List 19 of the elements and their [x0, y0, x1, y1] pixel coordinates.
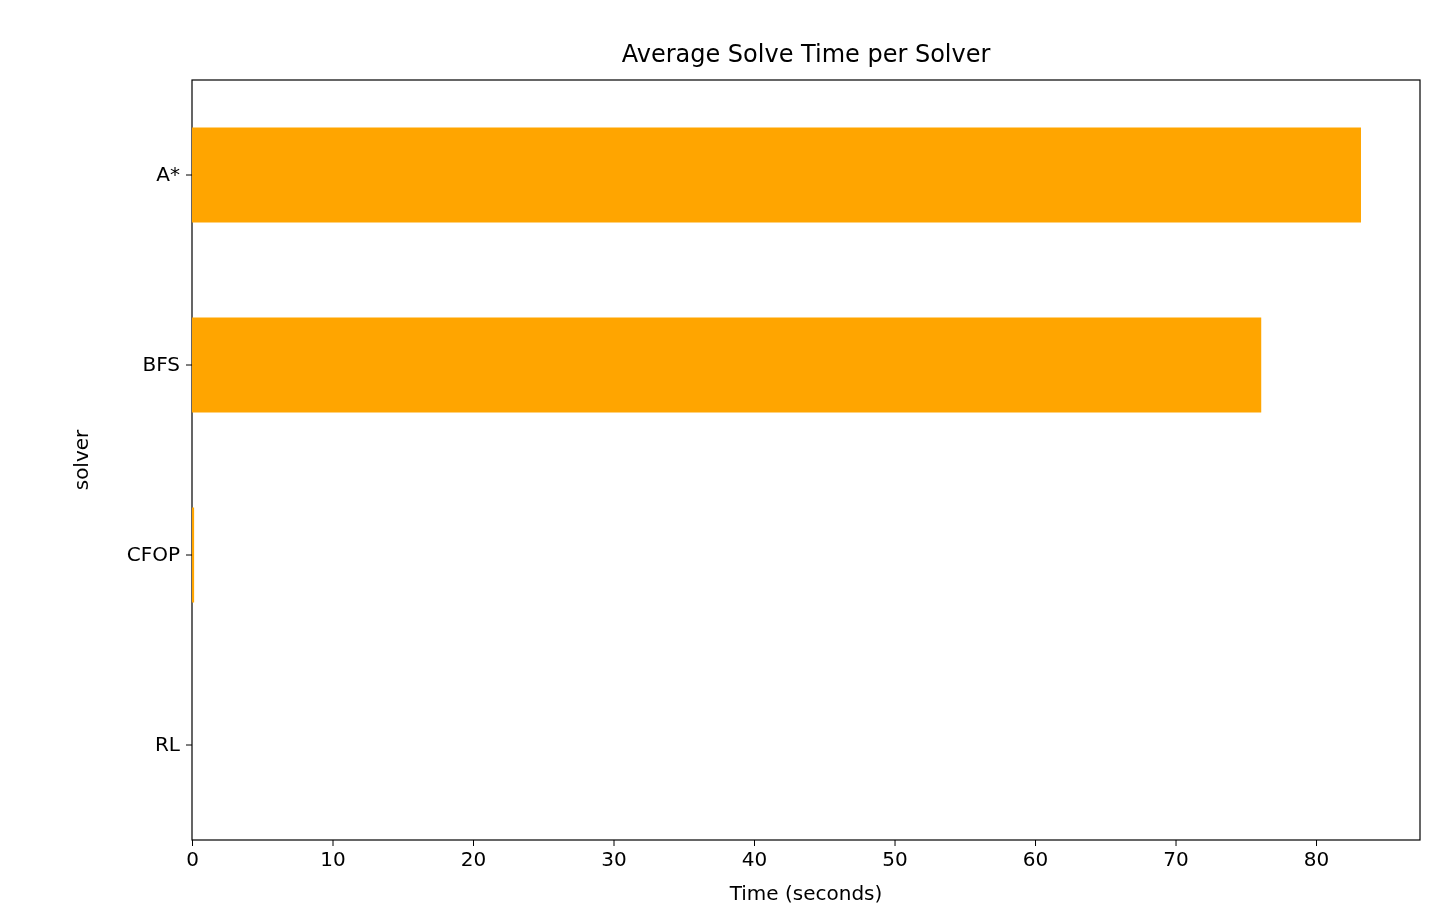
y-axis-title: solver [69, 428, 93, 491]
bar [192, 507, 195, 603]
x-tick-label: 30 [601, 847, 627, 872]
x-tick-label: 40 [741, 847, 768, 872]
chart-title: Average Solve Time per Solver [621, 40, 991, 68]
y-tick-label: CFOP [126, 542, 180, 567]
x-tick-label: 20 [460, 847, 487, 872]
x-tick-label: 60 [1022, 847, 1049, 872]
x-tick-label: 80 [1303, 847, 1330, 872]
bar [192, 127, 1361, 223]
y-tick-label: RL [154, 732, 181, 757]
x-tick-label: 10 [320, 847, 346, 872]
x-tick-label: 0 [186, 847, 199, 872]
x-tick-label: 50 [882, 847, 908, 872]
x-tick-label: 70 [1163, 847, 1189, 872]
bar [192, 317, 1262, 413]
x-axis-title: Time (seconds) [728, 881, 883, 905]
y-tick-label: BFS [142, 352, 180, 377]
y-tick-label: A* [156, 162, 180, 187]
